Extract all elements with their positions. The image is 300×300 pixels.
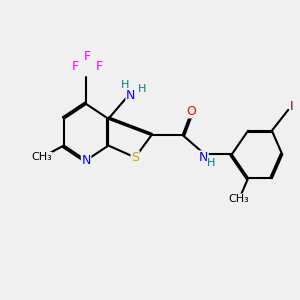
Text: O: O <box>187 105 196 118</box>
Text: F: F <box>72 60 79 73</box>
Text: S: S <box>131 151 139 164</box>
Text: CH₃: CH₃ <box>31 152 52 162</box>
Text: H: H <box>137 84 146 94</box>
Text: N: N <box>126 88 135 101</box>
Text: I: I <box>290 100 294 113</box>
Text: N: N <box>199 151 208 164</box>
Text: F: F <box>96 60 103 73</box>
Text: CH₃: CH₃ <box>229 194 250 204</box>
Text: H: H <box>207 158 216 168</box>
Text: H: H <box>121 80 129 90</box>
Text: F: F <box>84 50 91 63</box>
Text: N: N <box>81 154 91 167</box>
